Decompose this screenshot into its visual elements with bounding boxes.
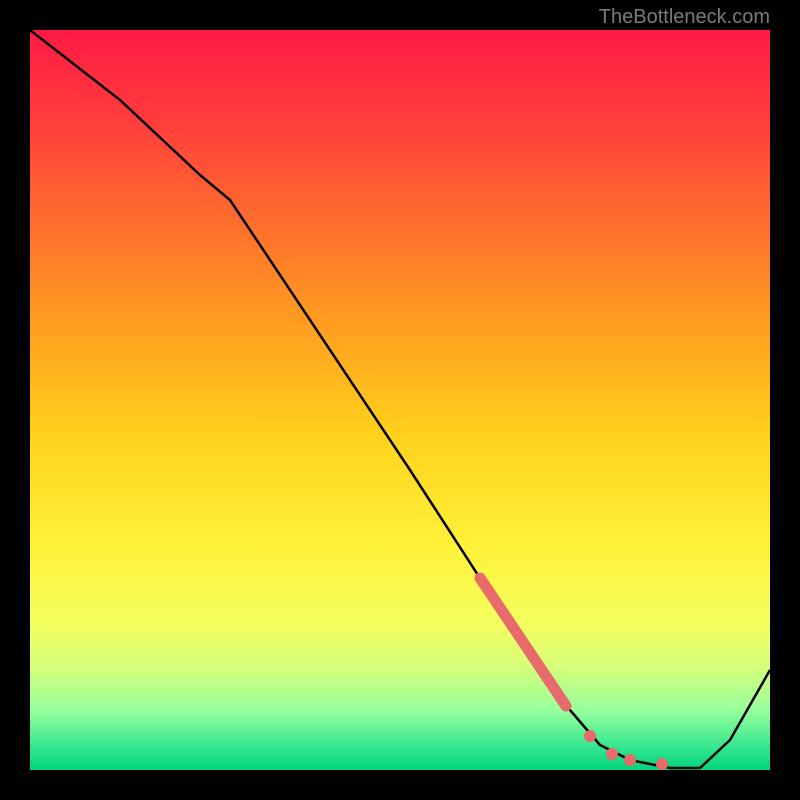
chart-overlay xyxy=(30,30,770,770)
highlight-segment xyxy=(480,578,566,706)
highlight-dot xyxy=(606,748,618,760)
bottleneck-curve xyxy=(30,30,770,768)
highlight-dot xyxy=(624,754,636,766)
highlight-dot xyxy=(656,758,668,770)
highlight-dot xyxy=(584,730,596,742)
chart-area xyxy=(30,30,770,770)
watermark-text: TheBottleneck.com xyxy=(599,6,770,29)
